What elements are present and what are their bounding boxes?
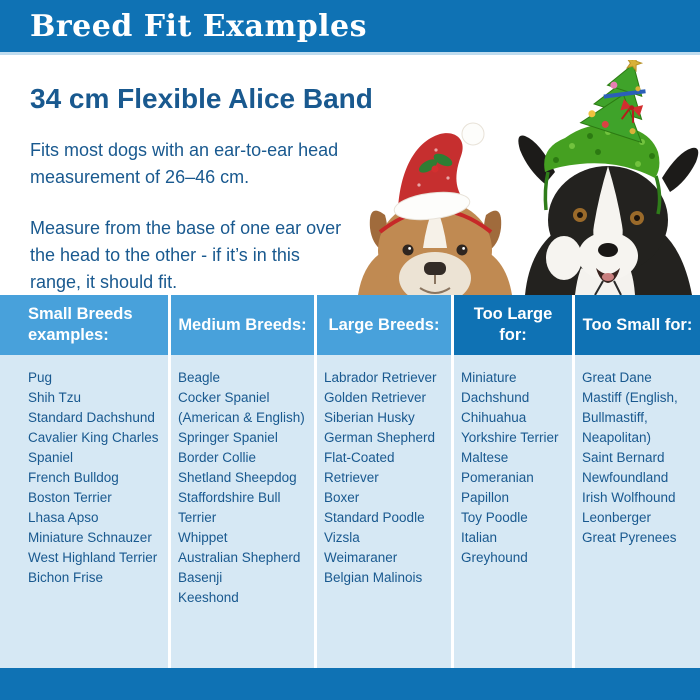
breed-item: Shetland Sheepdog (178, 470, 297, 485)
column-header-large: Large Breeds: (317, 295, 451, 355)
dogs-illustration (358, 54, 699, 304)
breed-item: Great Dane (582, 370, 652, 385)
breed-item: Australian Shepherd (178, 550, 301, 565)
breed-table: Small Breeds examples: Pug Shih Tzu Standa… (0, 295, 700, 668)
breed-item: Shih Tzu (28, 390, 82, 405)
breed-item: Mastiff (English, Bullmastiff, Neapolita… (582, 390, 678, 445)
product-intro-section: 34 cm Flexible Alice Band Fits most dogs… (0, 54, 700, 304)
breed-item: Whippet (178, 530, 228, 545)
product-intro-text: 34 cm Flexible Alice Band Fits most dogs… (30, 83, 375, 320)
breed-item: Belgian Malinois (324, 570, 423, 585)
breed-item: Cocker Spaniel (American & English) (178, 390, 305, 425)
column-header-too-small: Too Small for: (575, 295, 700, 355)
fit-note: Fits most dogs with an ear-to-ear head m… (30, 140, 339, 187)
column-header-label: Too Large for: (473, 305, 553, 344)
footer-bar (0, 668, 700, 700)
breed-item: Springer Spaniel (178, 430, 278, 445)
breed-item: Pug (28, 370, 53, 385)
breed-item: German Shepherd (324, 430, 436, 445)
breed-item: Leonberger (582, 510, 652, 525)
column-header-label: Large Breeds: (328, 315, 440, 334)
column-header-label: Medium Breeds: (178, 315, 307, 334)
breed-item: Boxer (324, 490, 360, 505)
breed-item: Maltese (461, 450, 509, 465)
breed-item: Flat-Coated Retriever (324, 450, 395, 485)
breed-item: Yorkshire Terrier (461, 430, 559, 445)
breed-item: Staffordshire Bull Terrier (178, 490, 281, 525)
breed-item: Newfoundland (582, 470, 669, 485)
dogs-photo (340, 54, 700, 304)
breed-column-small: Small Breeds examples: Pug Shih Tzu Standa… (0, 295, 168, 668)
breed-list-medium: Beagle Cocker Spaniel (American & English… (171, 355, 314, 668)
breed-column-medium: Medium Breeds: Beagle Cocker Spaniel (Ame… (171, 295, 314, 668)
page-title: Breed Fit Examples (30, 8, 368, 44)
breed-item: Beagle (178, 370, 221, 385)
breed-item: Cavalier King Charles Spaniel (28, 430, 159, 465)
breed-item: Siberian Husky (324, 410, 415, 425)
breed-item: Great Pyrenees (582, 530, 677, 545)
column-header-small: Small Breeds examples: (0, 295, 168, 355)
product-title: 34 cm Flexible Alice Band (30, 83, 373, 114)
breed-item: Irish Wolfhound (582, 490, 676, 505)
breed-item: Toy Poodle (461, 510, 528, 525)
breed-list-small: Pug Shih Tzu Standard Dachshund Cavalier Ki… (0, 355, 168, 668)
column-header-label: Small Breeds examples: (28, 305, 133, 344)
breed-column-too-small: Too Small for: Great Dane Mastiff (Englis… (575, 295, 700, 668)
breed-item: Lhasa Apso (28, 510, 99, 525)
breed-column-too-large: Too Large for: Miniature Dachshund Chihua… (454, 295, 572, 668)
column-header-label: Too Small for: (582, 315, 693, 334)
breed-item: Miniature Schnauzer (28, 530, 152, 545)
page-header: Breed Fit Examples (0, 0, 700, 52)
breed-column-large: Large Breeds: Labrador Retriever Golden R… (317, 295, 451, 668)
breed-item: Miniature Dachshund (461, 370, 530, 405)
breed-item: Papillon (461, 490, 510, 505)
breed-item: Chihuahua (461, 410, 527, 425)
breed-list-large: Labrador Retriever Golden Retriever Siberi… (317, 355, 451, 668)
breed-item: West Highland Terrier (28, 550, 158, 565)
breed-item: Labrador Retriever (324, 370, 437, 385)
breed-item: Standard Poodle (324, 510, 425, 525)
breed-item: Golden Retriever (324, 390, 427, 405)
column-header-medium: Medium Breeds: (171, 295, 314, 355)
column-header-too-large: Too Large for: (454, 295, 572, 355)
breed-item: Keeshond (178, 590, 239, 605)
border-collie-tree-headband-figure (518, 54, 699, 296)
breed-item: Bichon Frise (28, 570, 104, 585)
breed-item: Basenji (178, 570, 223, 585)
breed-list-too-large: Miniature Dachshund Chihuahua Yorkshire Te… (454, 355, 572, 668)
breed-item: Weimaraner (324, 550, 398, 565)
measure-note: Measure from the base of one ear over th… (30, 218, 342, 292)
breed-item: Vizsla (324, 530, 360, 545)
breed-item: Saint Bernard (582, 450, 665, 465)
breed-item: Italian Greyhound (461, 530, 528, 565)
breed-item: French Bulldog (28, 470, 119, 485)
breed-list-too-small: Great Dane Mastiff (English, Bullmastiff,… (575, 355, 700, 668)
breed-item: Border Collie (178, 450, 257, 465)
breed-item: Pomeranian (461, 470, 534, 485)
header-divider (0, 52, 700, 55)
breed-item: Boston Terrier (28, 490, 112, 505)
breed-item: Standard Dachshund (28, 410, 155, 425)
bulldog-santa-hat-figure (358, 122, 512, 304)
